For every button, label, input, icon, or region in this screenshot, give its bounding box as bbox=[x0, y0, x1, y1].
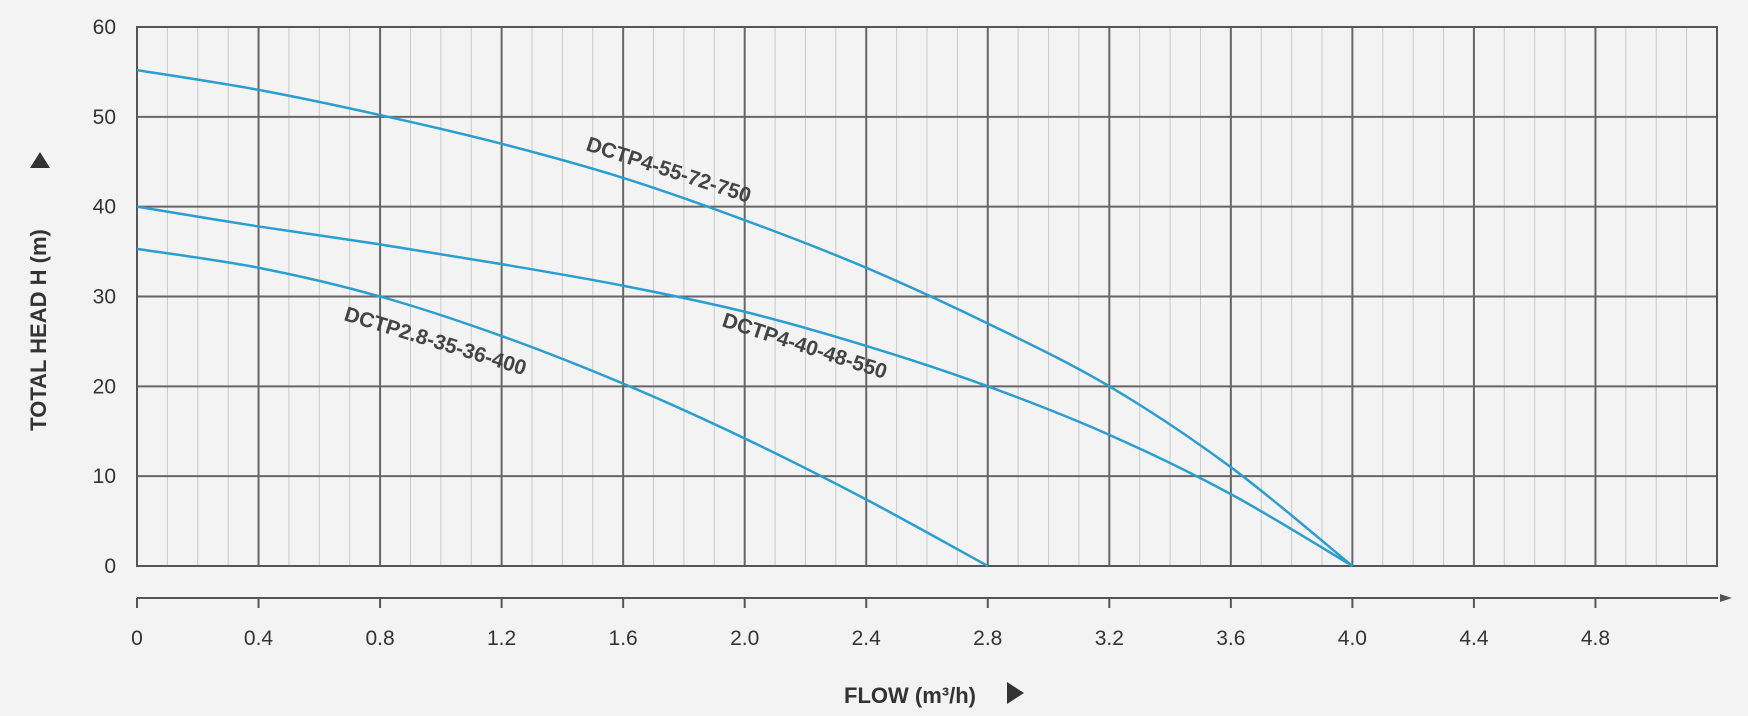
major-grid bbox=[137, 27, 1717, 566]
x-tick-label: 1.6 bbox=[609, 627, 638, 650]
x-axis-arrow-icon bbox=[1007, 682, 1024, 704]
curves bbox=[136, 68, 1354, 568]
y-tick-label: 50 bbox=[93, 106, 116, 129]
x-tick-label: 3.2 bbox=[1095, 627, 1124, 650]
plot-frame bbox=[136, 26, 1718, 567]
curve-DCTP4-55-72-750 bbox=[136, 68, 1354, 567]
x-tick-label: 4.0 bbox=[1338, 627, 1367, 650]
y-tick-label: 10 bbox=[93, 465, 116, 488]
x-tick-label: 1.2 bbox=[487, 627, 516, 650]
curve-DCTP4-40-48-550 bbox=[136, 205, 1354, 568]
x-tick-label: 0.8 bbox=[365, 627, 394, 650]
curve-DCTP2.8-35-36-400 bbox=[136, 247, 989, 568]
x-tick-label: 2.8 bbox=[973, 627, 1002, 650]
y-tick-label: 20 bbox=[93, 375, 116, 398]
x-axis bbox=[136, 594, 1732, 608]
y-tick-label: 30 bbox=[93, 286, 116, 309]
x-tick-label: 4.8 bbox=[1581, 627, 1610, 650]
y-tick-label: 60 bbox=[93, 16, 116, 39]
x-tick-label: 2.0 bbox=[730, 627, 759, 650]
y-tick-label: 40 bbox=[93, 196, 116, 219]
curve-label: DCTP4-55-72-750 bbox=[583, 133, 753, 208]
x-axis-ticks: 0 0.4 0.8 1.2 1.6 2.0 2.4 2.8 3.2 3.6 4.0 4.4 4.8 bbox=[131, 627, 1610, 650]
y-axis-ticks: 0 10 20 30 40 50 60 bbox=[93, 16, 116, 578]
y-axis-arrow-icon bbox=[30, 152, 50, 168]
x-tick-label: 0.4 bbox=[244, 627, 274, 650]
curve-labels: DCTP4-55-72-750DCTP4-40-48-550DCTP2.8-35… bbox=[342, 133, 890, 384]
x-tick-label: 2.4 bbox=[852, 627, 882, 650]
y-tick-label: 0 bbox=[104, 555, 116, 578]
x-axis-line-arrow-icon bbox=[1720, 594, 1732, 602]
x-tick-label: 3.6 bbox=[1216, 627, 1245, 650]
x-tick-label: 0 bbox=[131, 627, 143, 650]
x-tick-label: 4.4 bbox=[1459, 627, 1489, 650]
x-axis-title: FLOW (m³/h) bbox=[844, 683, 976, 708]
y-axis-title: TOTAL HEAD H (m) bbox=[26, 229, 51, 431]
